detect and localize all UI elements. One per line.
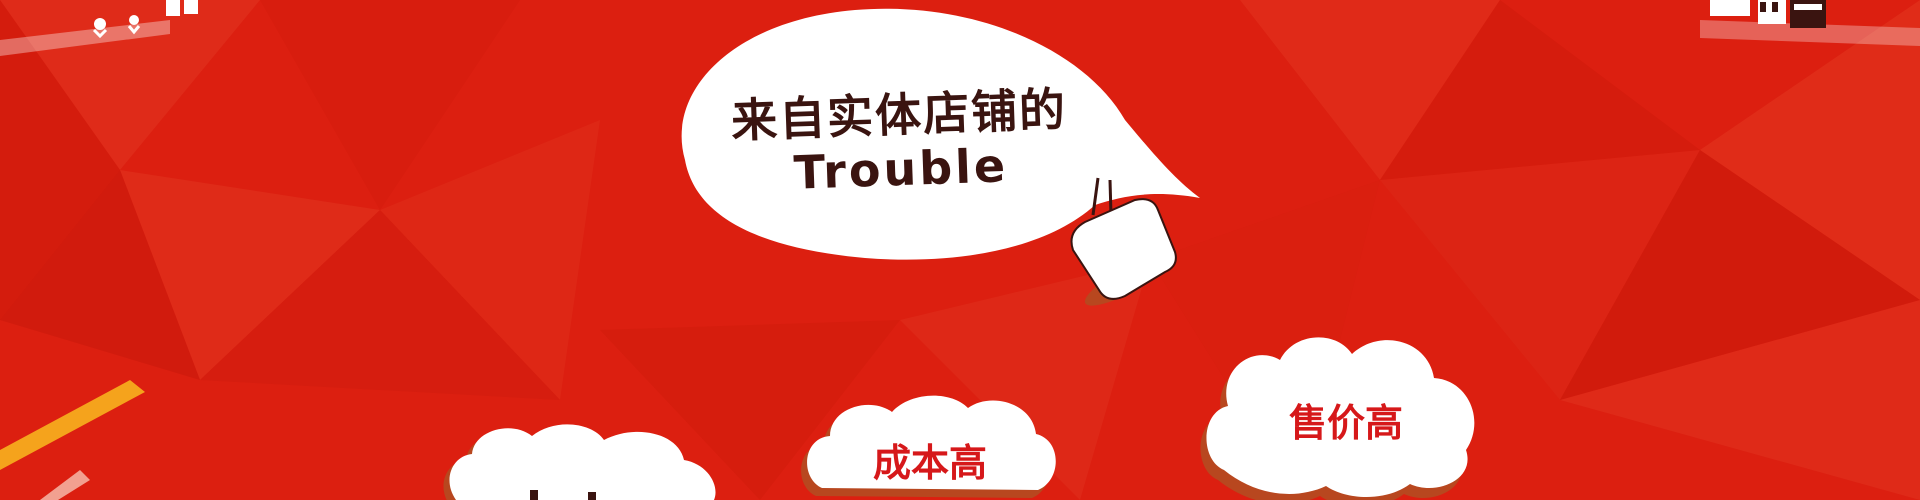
cloud-label-price: 售价高 xyxy=(1196,392,1496,447)
cloud-price-high: 售价高 xyxy=(1196,320,1496,500)
top-right-decoration xyxy=(1700,0,1830,40)
cloud-shape xyxy=(438,420,738,500)
bubble-title: 来自实体店铺的 Trouble xyxy=(688,81,1112,204)
cloud-partial xyxy=(438,420,738,500)
cloud-cost-high: 成本高 xyxy=(800,378,1060,500)
top-left-decoration xyxy=(80,0,220,40)
cloud-label-cost: 成本高 xyxy=(800,432,1060,487)
